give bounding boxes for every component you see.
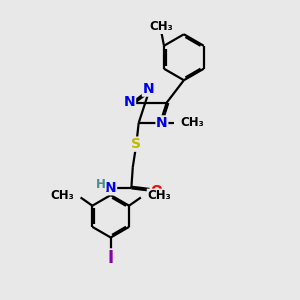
Text: CH₃: CH₃ — [50, 189, 74, 202]
Text: N: N — [156, 116, 168, 130]
Text: O: O — [150, 184, 162, 198]
Text: N: N — [105, 181, 116, 195]
Text: CH₃: CH₃ — [150, 20, 173, 33]
Text: CH₃: CH₃ — [181, 116, 205, 130]
Text: N: N — [142, 82, 154, 96]
Text: S: S — [131, 137, 141, 151]
Text: CH₃: CH₃ — [147, 189, 171, 202]
Text: N: N — [124, 95, 136, 109]
Text: I: I — [108, 249, 114, 267]
Text: H: H — [96, 178, 106, 191]
